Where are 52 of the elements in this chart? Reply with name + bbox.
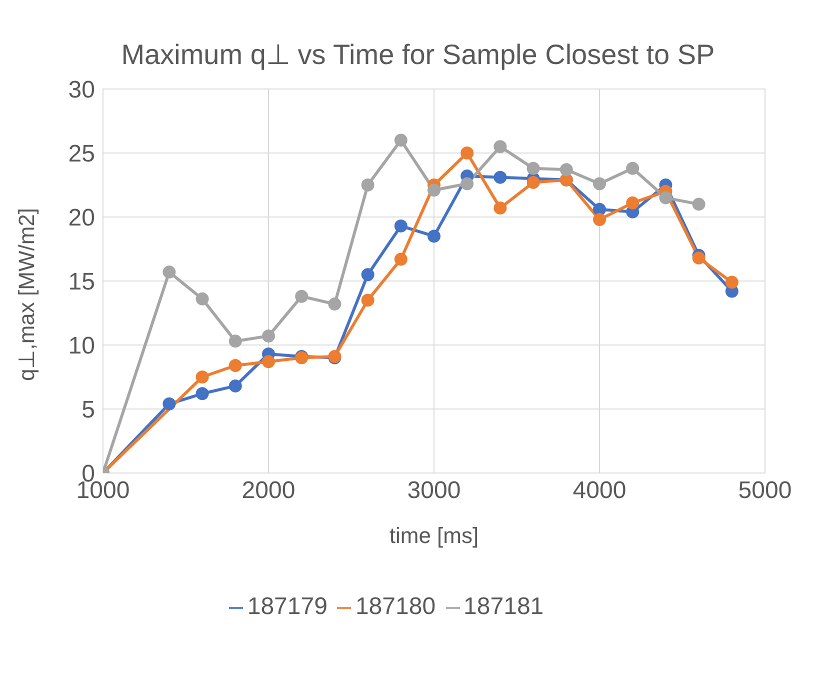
point bbox=[162, 397, 176, 410]
point bbox=[460, 146, 474, 160]
point bbox=[428, 184, 440, 197]
point bbox=[428, 230, 440, 243]
point bbox=[394, 252, 408, 266]
point bbox=[593, 213, 606, 226]
x-tick-label: 2000 bbox=[242, 477, 296, 504]
point bbox=[196, 292, 209, 306]
point bbox=[725, 276, 738, 289]
point bbox=[692, 198, 706, 211]
point bbox=[361, 268, 374, 282]
point bbox=[526, 176, 540, 189]
x-axis-title: time [ms] bbox=[389, 523, 479, 548]
x-tick-label: 3000 bbox=[407, 477, 461, 504]
point bbox=[659, 191, 672, 204]
point bbox=[196, 370, 209, 384]
point bbox=[394, 134, 408, 147]
y-tick-label: 25 bbox=[68, 140, 95, 168]
point bbox=[228, 334, 242, 348]
point bbox=[526, 162, 540, 175]
point bbox=[361, 294, 374, 307]
point bbox=[228, 379, 242, 392]
y-tick-label: 30 bbox=[68, 76, 95, 104]
point bbox=[626, 196, 640, 210]
legend-label: 187181 bbox=[464, 593, 544, 620]
x-tick-label: 5000 bbox=[738, 477, 792, 504]
point bbox=[494, 170, 507, 184]
y-tick-label: 10 bbox=[68, 332, 95, 360]
point bbox=[262, 330, 275, 343]
point bbox=[560, 163, 573, 176]
y-axis-title: q⊥,max [MW/m2] bbox=[14, 208, 39, 381]
point bbox=[394, 219, 408, 232]
point bbox=[494, 140, 507, 154]
x-tick-label: 4000 bbox=[572, 477, 626, 504]
point bbox=[593, 177, 606, 190]
point bbox=[361, 178, 374, 192]
y-tick-label: 20 bbox=[68, 204, 95, 232]
legend-label: 187180 bbox=[355, 593, 436, 620]
point bbox=[494, 202, 507, 215]
point bbox=[460, 177, 474, 190]
y-tick-label: 5 bbox=[82, 396, 95, 424]
point bbox=[228, 358, 242, 372]
chart-title: Maximum q⊥ vs Time for Sample Closest to SP bbox=[120, 38, 716, 71]
legend-label: 187179 bbox=[247, 593, 328, 620]
point bbox=[692, 251, 706, 264]
point bbox=[626, 162, 640, 175]
point bbox=[262, 355, 275, 368]
point bbox=[196, 387, 209, 400]
y-tick-label: 15 bbox=[68, 268, 95, 296]
point bbox=[162, 266, 176, 279]
point bbox=[328, 298, 342, 311]
point bbox=[295, 290, 308, 303]
